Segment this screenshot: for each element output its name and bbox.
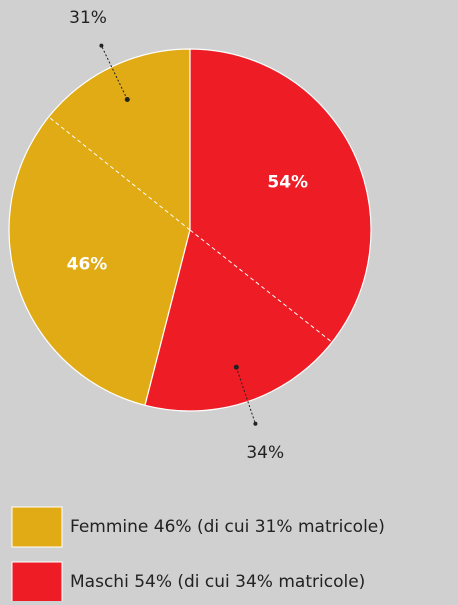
leader-line — [100, 45, 128, 100]
pie-slice — [8, 48, 191, 407]
leader-dot — [233, 364, 239, 370]
legend-swatch — [11, 561, 63, 603]
leader-dot — [253, 421, 258, 426]
sub-divider — [189, 229, 333, 343]
leader-dot — [124, 96, 130, 102]
leader-line — [235, 367, 256, 424]
sub-label: 34% — [246, 443, 284, 463]
legend-label: Femmine 46% (di cui 31% matricole) — [70, 517, 385, 537]
slice-label: 54% — [267, 173, 308, 193]
legend-swatch — [11, 506, 63, 548]
slice-label: 46% — [67, 254, 108, 274]
legend-label: Maschi 54% (di cui 34% matricole) — [70, 572, 365, 592]
sub-divider — [48, 116, 191, 231]
pie-slice — [144, 48, 372, 412]
sub-label: 31% — [69, 8, 107, 28]
leader-dot — [99, 43, 104, 48]
